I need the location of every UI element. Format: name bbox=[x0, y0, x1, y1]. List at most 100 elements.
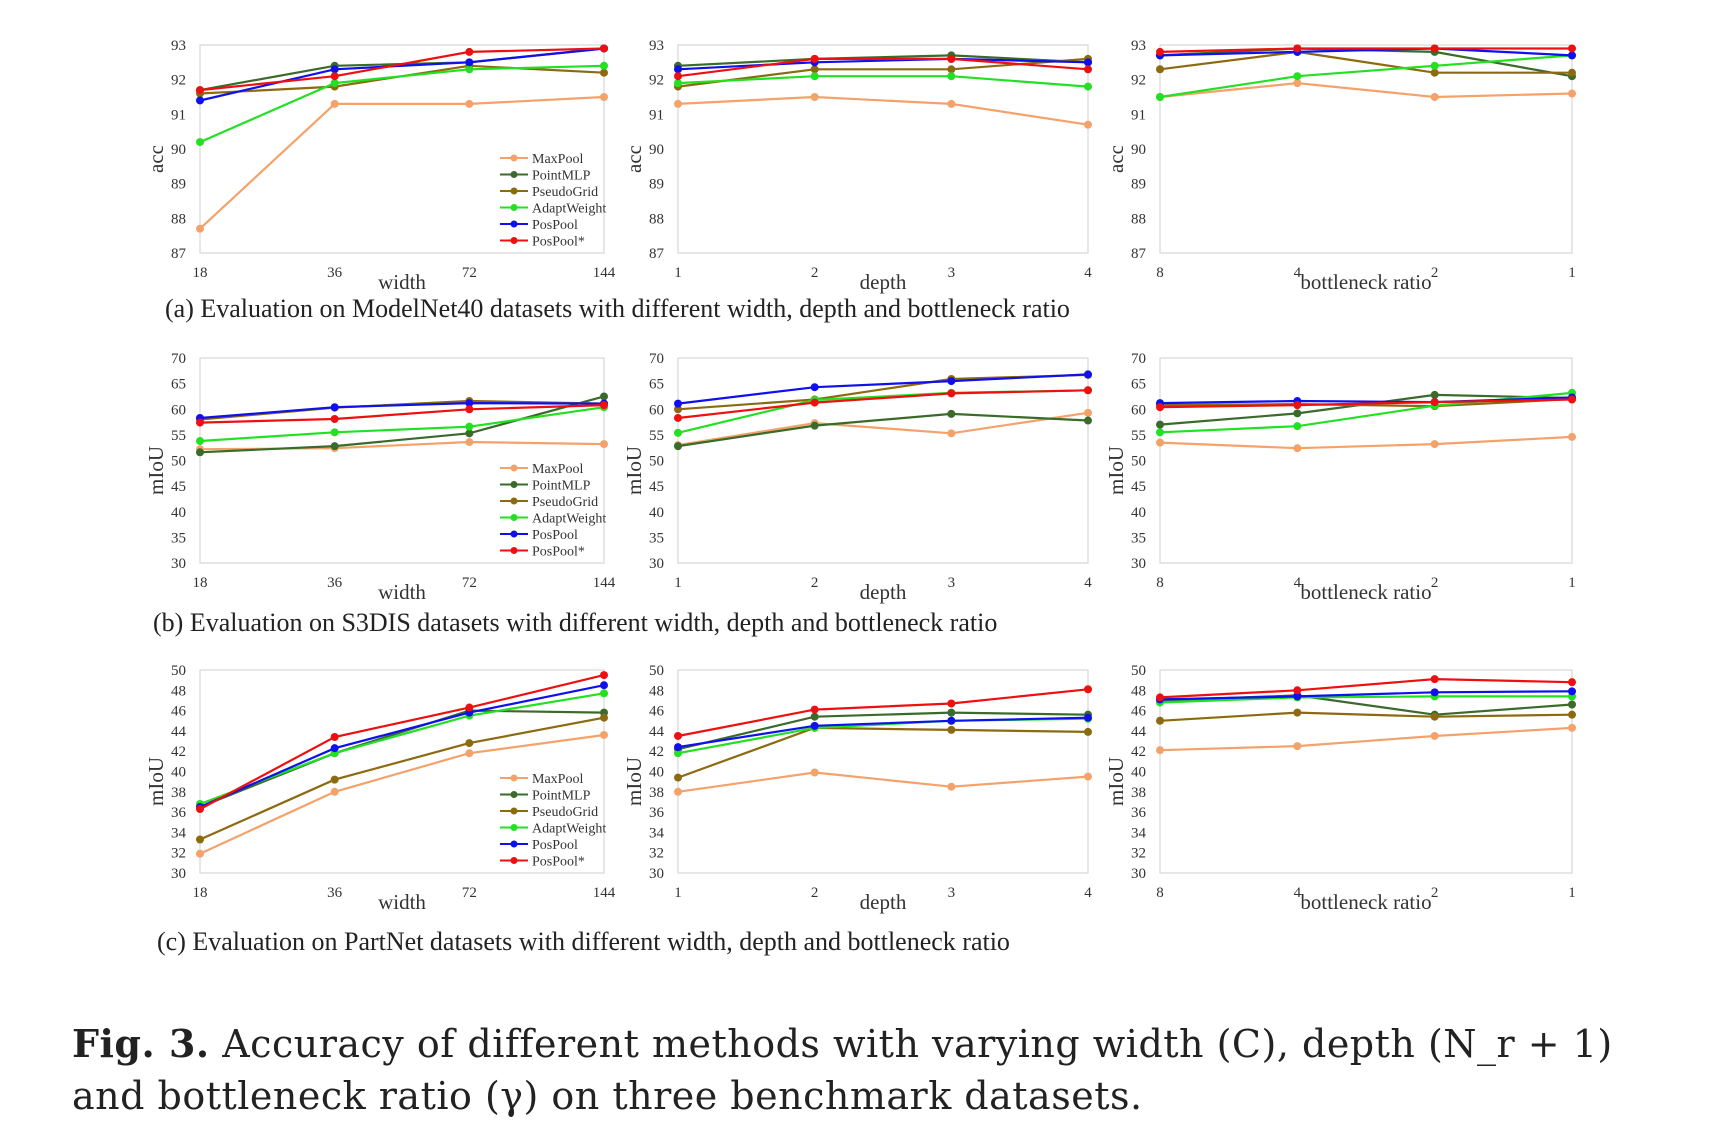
y-tick-label: 46 bbox=[1131, 704, 1147, 720]
data-point bbox=[1293, 44, 1302, 53]
data-point bbox=[1084, 772, 1092, 781]
data-point bbox=[947, 409, 956, 418]
plot-frame bbox=[1159, 669, 1573, 874]
series-line bbox=[199, 395, 605, 454]
figure-caption: Fig. 3. Accuracy of different methods wi… bbox=[72, 1018, 1672, 1122]
y-tick-label: 38 bbox=[171, 785, 186, 801]
data-point bbox=[465, 99, 474, 108]
data-point bbox=[196, 835, 204, 844]
data-point bbox=[465, 58, 474, 67]
x-tick-label: 8 bbox=[1156, 265, 1164, 281]
data-point bbox=[1568, 51, 1576, 60]
series-maxpool bbox=[1156, 723, 1576, 755]
data-point bbox=[330, 414, 339, 423]
data-point bbox=[1293, 422, 1302, 431]
y-tick-label: 48 bbox=[1131, 683, 1146, 699]
legend-marker bbox=[510, 154, 518, 162]
series-line bbox=[1159, 81, 1573, 99]
data-point bbox=[600, 93, 608, 101]
y-tick-label: 45 bbox=[171, 479, 186, 495]
y-tick-label: 50 bbox=[649, 454, 664, 470]
legend-label: AdaptWeight bbox=[532, 822, 606, 837]
x-tick-label: 2 bbox=[1431, 885, 1439, 901]
series-line bbox=[677, 373, 1089, 405]
y-tick-label: 55 bbox=[649, 428, 664, 444]
y-tick-label: 46 bbox=[171, 704, 187, 720]
plot-frame bbox=[199, 357, 605, 564]
data-point bbox=[330, 65, 339, 74]
x-tick-label: 4 bbox=[1294, 265, 1302, 281]
data-point bbox=[1430, 712, 1439, 721]
series-pospool-star bbox=[674, 685, 1092, 740]
series-pospool bbox=[196, 44, 608, 105]
series-line bbox=[199, 684, 605, 809]
data-point bbox=[600, 61, 608, 70]
x-tick-label: 8 bbox=[1156, 575, 1164, 591]
y-tick-label: 35 bbox=[1131, 530, 1146, 546]
data-point bbox=[947, 725, 956, 734]
y-tick-label: 42 bbox=[171, 744, 186, 760]
data-point bbox=[674, 99, 682, 108]
data-point bbox=[1568, 432, 1576, 441]
data-point bbox=[1293, 692, 1302, 701]
data-point bbox=[1156, 428, 1164, 437]
x-tick-label: 2 bbox=[811, 265, 819, 281]
y-tick-label: 90 bbox=[171, 142, 186, 158]
data-point bbox=[674, 773, 682, 782]
data-point bbox=[1156, 47, 1164, 56]
y-tick-label: 50 bbox=[649, 663, 664, 679]
series-pospool-star bbox=[1156, 44, 1576, 56]
series-line bbox=[677, 54, 1089, 67]
data-point bbox=[1568, 687, 1576, 696]
y-axis-label: mIoU bbox=[1104, 757, 1128, 806]
y-tick-label: 30 bbox=[171, 556, 186, 572]
x-axis-label: bottleneck ratio bbox=[1300, 580, 1431, 604]
y-tick-label: 90 bbox=[649, 142, 664, 158]
legend-marker bbox=[510, 547, 518, 554]
legend-marker bbox=[510, 857, 518, 864]
y-tick-label: 88 bbox=[171, 211, 186, 227]
y-tick-label: 92 bbox=[649, 73, 664, 89]
series-line bbox=[677, 57, 1089, 71]
data-point bbox=[674, 72, 682, 81]
series-line bbox=[1159, 397, 1573, 408]
data-point bbox=[465, 749, 474, 758]
data-point bbox=[330, 72, 339, 81]
x-tick-label: 1 bbox=[1568, 575, 1576, 591]
data-point bbox=[1430, 398, 1439, 407]
data-point bbox=[810, 712, 819, 721]
data-point bbox=[196, 96, 204, 105]
data-point bbox=[1084, 727, 1092, 736]
data-point bbox=[196, 224, 204, 233]
data-point bbox=[330, 99, 339, 108]
data-point bbox=[1084, 120, 1092, 129]
legend-marker bbox=[510, 187, 518, 195]
y-tick-label: 35 bbox=[171, 530, 186, 546]
x-tick-label: 4 bbox=[1084, 885, 1092, 901]
x-tick-label: 1 bbox=[674, 575, 682, 591]
x-tick-label: 36 bbox=[327, 265, 343, 281]
data-point bbox=[1156, 403, 1164, 412]
legend-label: PosPool bbox=[532, 218, 578, 233]
y-tick-label: 87 bbox=[171, 246, 187, 262]
legend-label: PseudoGrid bbox=[532, 805, 598, 820]
legend-label: MaxPool bbox=[532, 462, 583, 477]
chart-panel-s3dis-depth: 30 35 40 45 50 55 60 65 70 1 2 3 4 depth mIoU bbox=[622, 351, 1092, 604]
data-point bbox=[600, 44, 608, 53]
series-maxpool bbox=[1156, 432, 1576, 453]
data-point bbox=[947, 782, 956, 791]
y-tick-label: 90 bbox=[1131, 142, 1146, 158]
y-tick-label: 92 bbox=[171, 73, 186, 89]
y-tick-label: 50 bbox=[171, 454, 186, 470]
data-point bbox=[674, 428, 682, 437]
chart-panel-s3dis-bottleneck-ratio: 30 35 40 45 50 55 60 65 70 8 4 2 1 bottleneck ratio mI… bbox=[1104, 351, 1576, 604]
y-tick-label: 91 bbox=[1131, 107, 1146, 123]
data-point bbox=[674, 442, 682, 451]
legend-label: PointMLP bbox=[532, 479, 591, 494]
data-point bbox=[1084, 685, 1092, 694]
data-point bbox=[1430, 44, 1439, 53]
data-point bbox=[600, 392, 608, 401]
y-tick-label: 40 bbox=[1131, 765, 1146, 781]
series-pospool-star bbox=[196, 44, 608, 95]
